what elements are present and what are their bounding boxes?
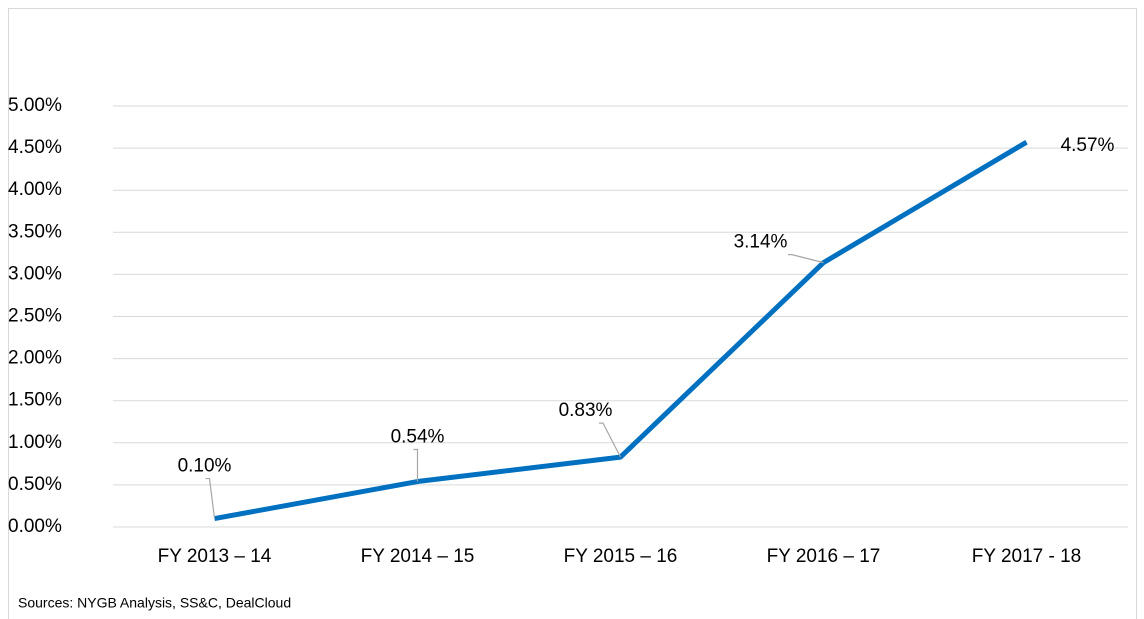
data-line bbox=[214, 140, 1028, 522]
data-label: 3.14% bbox=[734, 232, 788, 253]
leader-line bbox=[788, 254, 824, 264]
x-tick-label: FY 2013 – 14 bbox=[158, 546, 272, 567]
leader-line bbox=[413, 448, 419, 482]
y-tick-label: 1.00% bbox=[8, 432, 62, 453]
source-note: Sources: NYGB Analysis, SS&C, DealCloud bbox=[18, 595, 291, 611]
x-tick-label: FY 2014 – 15 bbox=[361, 546, 475, 567]
y-tick-label: 2.00% bbox=[8, 348, 62, 369]
data-label: 0.10% bbox=[178, 456, 232, 477]
data-label: 4.57% bbox=[1061, 135, 1115, 156]
y-tick-label: 4.00% bbox=[8, 179, 62, 200]
chart-border bbox=[8, 8, 1137, 619]
y-tick-label: 1.50% bbox=[8, 390, 62, 411]
leader-line bbox=[599, 422, 622, 458]
x-tick-label: FY 2017 - 18 bbox=[972, 546, 1082, 567]
data-label: 0.83% bbox=[559, 400, 613, 421]
y-tick-label: 3.00% bbox=[8, 263, 62, 284]
data-label: 0.54% bbox=[391, 427, 445, 448]
x-tick-label: FY 2015 – 16 bbox=[564, 546, 678, 567]
y-tick-label: 2.50% bbox=[8, 306, 62, 327]
y-tick-label: 0.00% bbox=[8, 516, 62, 537]
leader-line bbox=[205, 477, 216, 519]
y-tick-label: 3.50% bbox=[8, 221, 62, 242]
y-tick-label: 0.50% bbox=[8, 474, 62, 495]
x-tick-label: FY 2016 – 17 bbox=[767, 546, 881, 567]
y-tick-label: 5.00% bbox=[8, 95, 62, 116]
y-tick-label: 4.50% bbox=[8, 137, 62, 158]
